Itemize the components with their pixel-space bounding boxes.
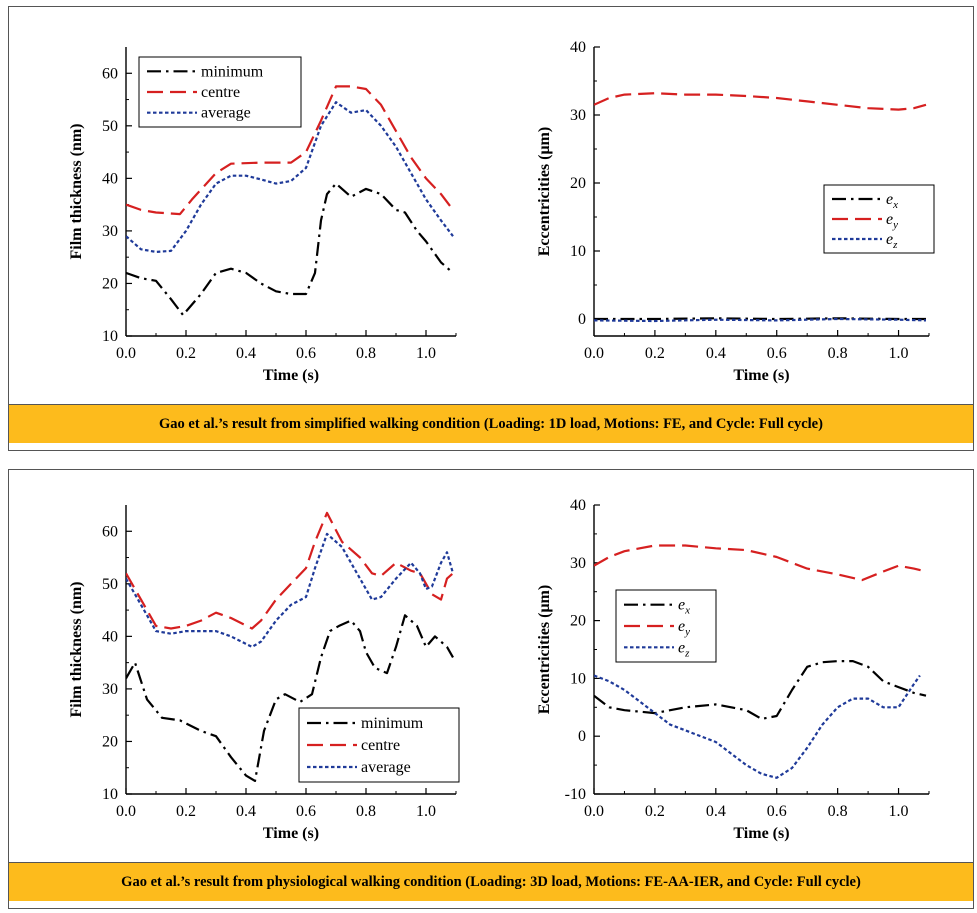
- series-line-ey: [594, 544, 927, 582]
- x-tick-label: 0.2: [645, 803, 665, 820]
- x-tick-label: 0.8: [356, 345, 376, 362]
- y-tick-label: 60: [102, 65, 118, 82]
- y-tick-label: 10: [102, 786, 118, 803]
- legend-label: ex: [678, 597, 690, 617]
- y-tick-label: 40: [570, 39, 586, 56]
- series-line-centre: [126, 85, 454, 216]
- y-tick-label: 40: [570, 497, 586, 514]
- y-tick-label: 30: [102, 681, 118, 698]
- x-axis-label: Time (s): [263, 367, 319, 384]
- y-tick-label: 10: [570, 670, 586, 687]
- series-line-ez: [594, 674, 921, 779]
- chart-top-left-film-thickness: 0.0 0.2 0.4 0.6 0.8 1.0 10 20 30 40 50 60 Time (s) Fi…: [68, 47, 457, 384]
- y-tick-label: 30: [570, 107, 586, 124]
- y-tick-label: 10: [102, 328, 118, 345]
- y-tick-label: -10: [565, 786, 586, 803]
- legend-label: ey: [678, 618, 690, 638]
- y-tick-label: 20: [570, 175, 586, 192]
- x-tick-label: 0.6: [767, 803, 787, 820]
- x-tick-label: 0.8: [828, 345, 848, 362]
- legend-box: [298, 707, 460, 783]
- top-caption: Gao et al.’s result from simplified walk…: [9, 404, 973, 443]
- y-tick-label: 0: [578, 311, 586, 328]
- x-tick-label: 0.2: [176, 345, 196, 362]
- series-line-average: [126, 101, 454, 253]
- series-line-ex: [594, 317, 926, 321]
- series-line-ez: [594, 317, 927, 323]
- y-tick-label: 30: [102, 223, 118, 240]
- x-tick-label: 1.0: [416, 345, 436, 362]
- legend-box: [138, 56, 302, 128]
- x-tick-label: 0.0: [584, 345, 604, 362]
- bottom-panel: 0.0 0.2 0.4 0.6 0.8 1.0 10 20 30 40 50 60 Time (s) Fi…: [8, 469, 974, 909]
- y-tick-label: 50: [102, 118, 118, 135]
- x-tick-label: 0.4: [236, 803, 256, 820]
- y-tick-label: 20: [570, 613, 586, 630]
- legend-label: ey: [886, 211, 898, 231]
- series-line-centre: [126, 511, 454, 630]
- series-line-ex: [594, 660, 927, 720]
- chart-top-right-eccentricities: 0.0 0.2 0.4 0.6 0.8 1.0 0 10 20 30 40 Time (s) Eccen…: [536, 39, 935, 384]
- x-tick-label: 1.0: [889, 803, 909, 820]
- y-tick-label: 30: [570, 555, 586, 572]
- y-tick-label: 20: [102, 275, 118, 292]
- legend-label: centre: [361, 737, 400, 754]
- y-axis-label: Eccentricities (μm): [536, 127, 553, 256]
- x-tick-label: 0.0: [584, 803, 604, 820]
- y-axis-label: Film thickness (nm): [68, 582, 85, 718]
- series-line-minimum: [126, 614, 454, 782]
- x-tick-label: 1.0: [416, 803, 436, 820]
- legend-label: ez: [678, 639, 690, 659]
- x-tick-label: 0.4: [706, 345, 726, 362]
- x-tick-label: 0.2: [176, 803, 196, 820]
- x-tick-label: 0.8: [828, 803, 848, 820]
- x-tick-label: 0.6: [296, 803, 316, 820]
- legend-label: minimum: [361, 715, 424, 732]
- series-line-ey: [594, 92, 927, 111]
- x-tick-label: 0.0: [116, 803, 136, 820]
- chart-bottom-right-eccentricities: 0.0 0.2 0.4 0.6 0.8 1.0 -10 0 10 20 30 40 Time (s) Ec…: [536, 497, 930, 842]
- x-tick-label: 0.2: [645, 345, 665, 362]
- legend-label: average: [361, 759, 411, 776]
- legend-label: ex: [886, 191, 898, 211]
- x-axis-label: Time (s): [263, 825, 319, 842]
- y-tick-label: 0: [578, 728, 586, 745]
- x-tick-label: 0.6: [767, 345, 787, 362]
- x-tick-label: 1.0: [889, 345, 909, 362]
- y-axis-label: Film thickness (nm): [68, 124, 85, 260]
- x-tick-label: 0.8: [356, 803, 376, 820]
- series-line-minimum: [126, 182, 454, 317]
- y-tick-label: 20: [102, 733, 118, 750]
- chart-bottom-left-film-thickness: 0.0 0.2 0.4 0.6 0.8 1.0 10 20 30 40 50 60 Time (s) Fi…: [68, 505, 460, 842]
- x-tick-label: 0.0: [116, 345, 136, 362]
- top-panel: 0.0 0.2 0.4 0.6 0.8 1.0 10 20 30 40 50 60 Time (s) Fi…: [8, 6, 974, 451]
- legend-label: minimum: [201, 63, 264, 80]
- y-tick-label: 60: [102, 523, 118, 540]
- bottom-caption: Gao et al.’s result from physiological w…: [9, 862, 973, 901]
- series-line-average: [126, 532, 455, 648]
- y-axis-label: Eccentricities (μm): [536, 585, 553, 714]
- legend-label: centre: [201, 84, 240, 101]
- x-tick-label: 0.6: [296, 345, 316, 362]
- y-tick-label: 10: [570, 243, 586, 260]
- y-tick-label: 40: [102, 628, 118, 645]
- legend-label: ez: [886, 231, 898, 251]
- x-axis-label: Time (s): [733, 825, 789, 842]
- legend-label: average: [201, 105, 251, 122]
- legend: minimum centre average: [138, 56, 302, 128]
- x-tick-label: 0.4: [236, 345, 256, 362]
- y-tick-label: 40: [102, 170, 118, 187]
- x-axis-label: Time (s): [733, 367, 789, 384]
- x-tick-label: 0.4: [706, 803, 726, 820]
- legend: minimum centre average: [298, 707, 460, 783]
- y-tick-label: 50: [102, 576, 118, 593]
